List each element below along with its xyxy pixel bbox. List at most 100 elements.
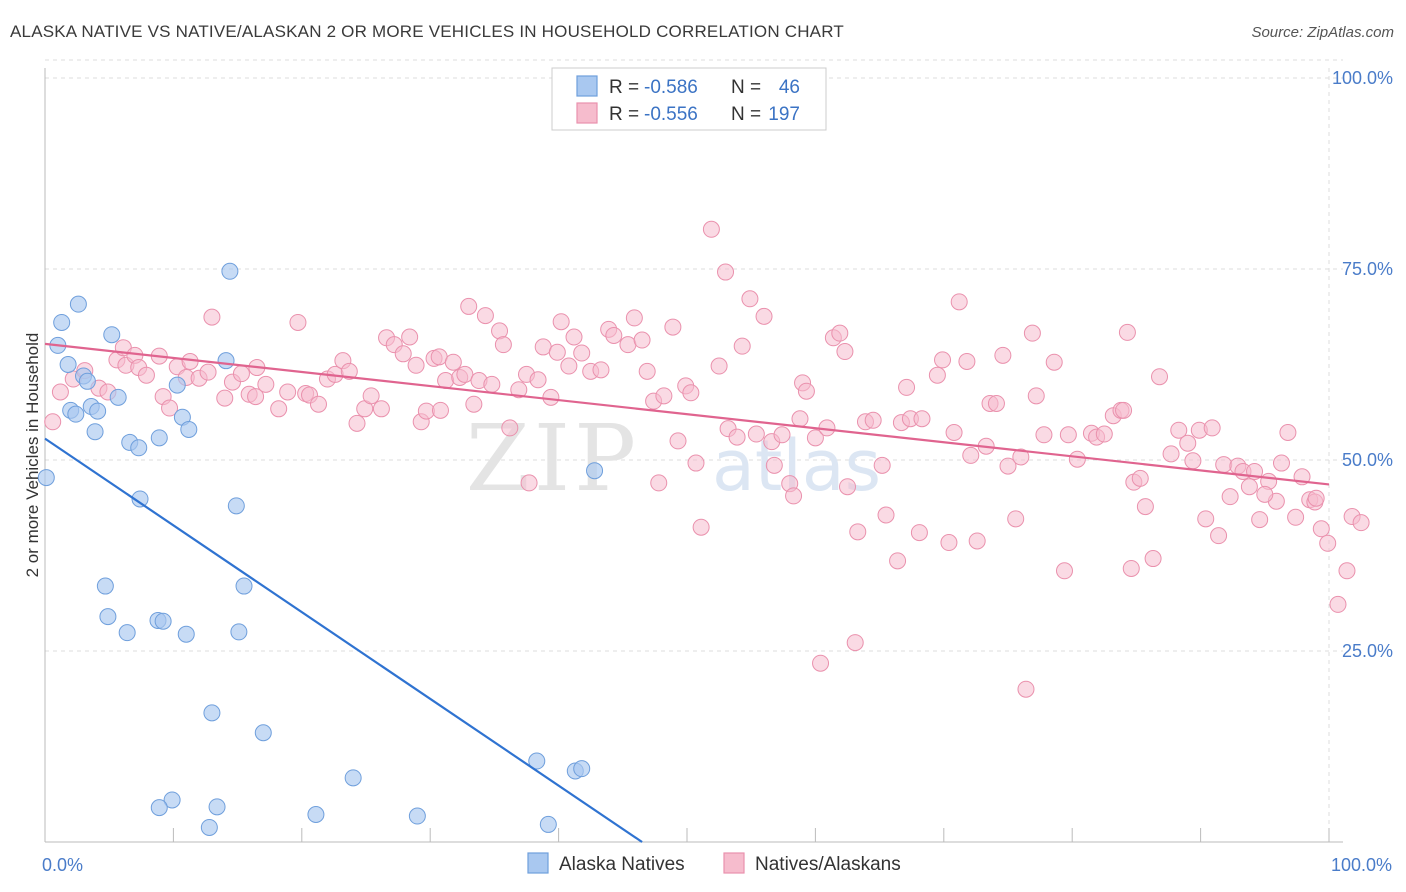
natives-alaskans-point-161 bbox=[1162, 445, 1180, 463]
alaska-natives-point-22 bbox=[217, 352, 235, 370]
legend-label-alaska-natives: Alaska Natives bbox=[559, 854, 685, 875]
natives-alaskans-point-65 bbox=[520, 474, 538, 492]
y-tick-label-0: 25.0% bbox=[1342, 641, 1393, 661]
natives-alaskans-point-84 bbox=[655, 387, 673, 405]
alaska-natives-point-39 bbox=[163, 791, 181, 809]
natives-alaskans-point-89 bbox=[687, 454, 705, 472]
alaska-natives-point-23 bbox=[227, 497, 245, 515]
stats-n-label-blue: N = bbox=[731, 77, 761, 98]
alaska-natives-point-2 bbox=[53, 313, 71, 331]
natives-alaskans-point-63 bbox=[510, 381, 528, 399]
natives-alaskans-point-115 bbox=[849, 523, 867, 541]
natives-alaskans-point-190 bbox=[1307, 489, 1325, 507]
alaska-natives-point-3 bbox=[59, 356, 77, 373]
natives-alaskans-point-141 bbox=[1017, 680, 1035, 698]
natives-alaskans-point-93 bbox=[717, 263, 735, 281]
natives-alaskans-point-54 bbox=[456, 365, 474, 383]
natives-alaskans-point-194 bbox=[431, 401, 449, 419]
natives-alaskans-point-137 bbox=[994, 346, 1012, 364]
natives-alaskans-point-186 bbox=[1329, 595, 1347, 613]
natives-alaskans-point-52 bbox=[444, 353, 462, 371]
natives-alaskans-point-124 bbox=[910, 524, 928, 542]
natives-alaskans-point-97 bbox=[741, 290, 759, 308]
natives-alaskans-point-160 bbox=[1151, 368, 1169, 386]
natives-alaskans-point-69 bbox=[548, 343, 566, 361]
natives-alaskans-point-120 bbox=[889, 552, 907, 570]
natives-alaskans-point-25 bbox=[247, 388, 265, 406]
legend-swatch-alaska-natives bbox=[527, 852, 549, 874]
alaska-natives-point-40 bbox=[150, 799, 168, 817]
natives-alaskans-point-81 bbox=[638, 362, 656, 380]
natives-alaskans-point-0 bbox=[44, 413, 62, 431]
alaska-natives-point-42 bbox=[200, 818, 218, 836]
alaska-natives-point-33 bbox=[254, 724, 272, 742]
natives-alaskans-point-131 bbox=[958, 352, 976, 370]
natives-alaskans-point-1 bbox=[51, 383, 69, 401]
natives-alaskans-point-68 bbox=[542, 388, 560, 406]
alaska-natives-point-25 bbox=[96, 577, 114, 595]
natives-alaskans-point-119 bbox=[877, 506, 895, 524]
natives-alaskans-point-92 bbox=[710, 357, 728, 375]
natives-alaskans-point-144 bbox=[1035, 426, 1053, 444]
natives-alaskans-point-19 bbox=[199, 363, 217, 381]
natives-alaskans-point-27 bbox=[257, 375, 275, 393]
alaska-natives-point-45 bbox=[539, 815, 557, 833]
natives-alaskans-point-139 bbox=[1007, 510, 1025, 528]
natives-alaskans-point-107 bbox=[797, 382, 815, 400]
x-tick-label-max: 100.0% bbox=[1331, 855, 1392, 875]
natives-alaskans-point-99 bbox=[755, 307, 773, 325]
natives-alaskans-point-185 bbox=[1319, 534, 1337, 552]
alaska-natives-point-30 bbox=[177, 625, 195, 643]
natives-alaskans-point-61 bbox=[494, 336, 512, 354]
natives-alaskans-point-146 bbox=[1055, 562, 1073, 580]
alaska-natives-point-41 bbox=[208, 798, 226, 816]
stats-r-value-blue: -0.586 bbox=[644, 77, 698, 98]
natives-alaskans-point-173 bbox=[1240, 478, 1258, 496]
natives-alaskans-point-163 bbox=[1179, 434, 1197, 452]
alaska-natives-point-35 bbox=[528, 752, 546, 770]
natives-alaskans-point-21 bbox=[216, 389, 234, 407]
natives-alaskans-point-187 bbox=[1338, 562, 1356, 580]
alaska-natives-point-34 bbox=[344, 769, 362, 787]
natives-alaskans-point-79 bbox=[625, 309, 643, 327]
y-tick-labels: 25.0% 50.0% 75.0% 100.0% bbox=[1332, 68, 1393, 661]
natives-alaskans-point-128 bbox=[940, 534, 958, 552]
natives-alaskans-point-179 bbox=[1279, 423, 1297, 441]
natives-alaskans-point-67 bbox=[534, 338, 552, 356]
natives-alaskans-point-11 bbox=[137, 366, 155, 384]
natives-alaskans-point-101 bbox=[765, 456, 783, 474]
natives-alaskans-point-184 bbox=[1312, 520, 1330, 538]
stats-r-label-blue: R = bbox=[609, 77, 639, 98]
natives-alaskans-point-66 bbox=[529, 371, 547, 389]
natives-alaskans-point-90 bbox=[692, 518, 710, 536]
natives-alaskans-point-23 bbox=[232, 365, 250, 383]
natives-alaskans-point-104 bbox=[785, 487, 803, 505]
natives-alaskans-point-33 bbox=[309, 395, 327, 413]
natives-alaskans-point-108 bbox=[806, 429, 824, 447]
x-tick-labels: 0.0% 100.0% bbox=[42, 855, 1392, 875]
natives-alaskans-point-98 bbox=[747, 425, 765, 443]
natives-alaskans-point-114 bbox=[846, 634, 864, 652]
grid-lines bbox=[45, 59, 1343, 842]
natives-alaskans-point-95 bbox=[728, 428, 746, 446]
natives-alaskans-point-71 bbox=[560, 357, 578, 375]
alaska-natives-point-43 bbox=[307, 805, 325, 823]
natives-alaskans-point-191 bbox=[812, 654, 830, 672]
alaska-natives-point-0 bbox=[37, 469, 55, 487]
natives-alaskans-point-132 bbox=[962, 446, 980, 464]
natives-alaskans-point-143 bbox=[1027, 387, 1045, 405]
natives-alaskans-point-178 bbox=[1272, 454, 1290, 472]
stats-r-label-pink: R = bbox=[609, 104, 639, 125]
natives-alaskans-point-91 bbox=[702, 220, 720, 238]
alaska-natives-point-11 bbox=[89, 402, 107, 420]
natives-alaskans-point-28 bbox=[270, 400, 288, 418]
natives-alaskans-point-133 bbox=[968, 532, 986, 550]
watermark-zip: ZIP bbox=[466, 405, 640, 512]
natives-alaskans-point-180 bbox=[1287, 508, 1305, 526]
natives-alaskans-point-118 bbox=[873, 456, 891, 474]
alaska-natives-point-29 bbox=[154, 612, 172, 630]
natives-alaskans-point-138 bbox=[999, 457, 1017, 475]
alaska-natives-point-6 bbox=[69, 295, 87, 313]
natives-alaskans-point-86 bbox=[669, 432, 687, 450]
natives-alaskans-point-162 bbox=[1170, 421, 1188, 439]
